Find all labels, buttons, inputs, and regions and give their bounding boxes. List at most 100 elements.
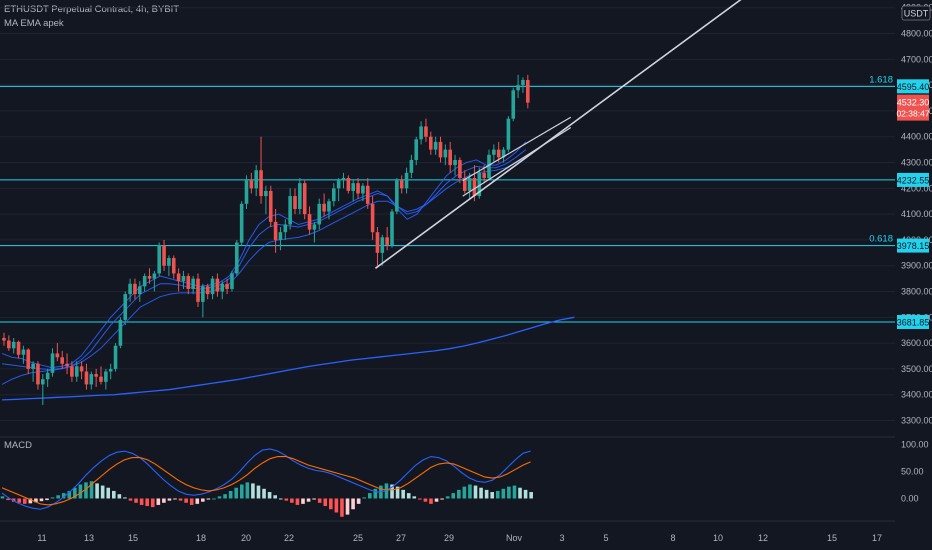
- candle: [404, 167, 409, 194]
- ma-line-2: [1, 149, 527, 370]
- candle: [162, 239, 166, 271]
- candle-body: [259, 170, 263, 197]
- macd-histogram-bar: [451, 493, 456, 499]
- candle-body: [239, 203, 244, 243]
- candle: [429, 131, 433, 155]
- candle: [336, 178, 341, 202]
- signal-line: [1, 455, 531, 506]
- price-tick-label: 4400.00: [901, 132, 932, 142]
- candle-body: [113, 345, 118, 369]
- price-tick-label: 3900.00: [901, 261, 932, 271]
- candle-body: [79, 366, 84, 372]
- chart-title[interactable]: ETHUSDT Perpetual Contract, 4h, BYBIT: [4, 4, 180, 15]
- candle-body: [171, 257, 176, 274]
- candle-body: [2, 337, 6, 341]
- macd-histogram-bar: [362, 497, 367, 499]
- macd-histogram-bar: [529, 492, 533, 499]
- candle-body: [322, 203, 326, 212]
- macd-histogram-bar: [73, 487, 77, 499]
- candle-body: [244, 180, 249, 204]
- candle-body: [50, 353, 55, 373]
- candle: [526, 74, 530, 109]
- macd-histogram-bar: [78, 484, 83, 499]
- candle: [244, 175, 249, 209]
- horizontal-levels: 1.618 0.618: [0, 74, 895, 323]
- candle-body: [273, 221, 278, 240]
- macd-histogram-bar: [206, 498, 211, 500]
- candle: [322, 193, 326, 217]
- candle: [167, 255, 171, 277]
- candle: [21, 345, 26, 364]
- indicator-label[interactable]: MA EMA apek: [4, 18, 64, 29]
- candle: [356, 178, 360, 199]
- level-badge-label: 4232.55: [897, 175, 930, 185]
- macd-histogram-bar: [412, 496, 417, 499]
- ma-line-1: [1, 141, 527, 369]
- candle-body: [89, 374, 94, 385]
- candle-body: [453, 159, 457, 166]
- macd-histogram-bar: [457, 489, 461, 499]
- candle-body: [429, 136, 433, 150]
- candle: [70, 361, 74, 382]
- candle-body: [361, 185, 365, 194]
- candle: [448, 141, 452, 173]
- candle-body: [60, 357, 64, 364]
- candle-body: [118, 319, 123, 346]
- candle-body: [225, 283, 229, 289]
- macd-histogram-bar: [440, 498, 444, 500]
- price-tick-label: 4700.00: [901, 54, 932, 64]
- trend-line: [374, 0, 742, 269]
- candle: [370, 196, 375, 240]
- candle-body: [448, 149, 452, 166]
- candle-body: [302, 183, 307, 215]
- macd-histogram-bar: [301, 498, 305, 504]
- macd-histogram-bar: [278, 498, 283, 500]
- date-tick-label: 25: [353, 533, 363, 543]
- macd-histogram-bar: [134, 498, 138, 503]
- candle-body: [133, 283, 137, 295]
- candle-body: [108, 368, 113, 372]
- macd-line: [1, 448, 531, 510]
- macd-histogram-bar: [234, 487, 239, 499]
- candle-body: [521, 79, 525, 86]
- candle-body: [496, 149, 501, 158]
- current-price-label: 4532.30: [897, 98, 930, 108]
- candle-body: [41, 379, 45, 385]
- date-tick-label: 12: [758, 533, 768, 543]
- candle-body: [477, 172, 482, 197]
- macd-histogram-bar: [251, 483, 255, 499]
- candle-body: [186, 276, 191, 289]
- macd-histogram-bar: [17, 498, 21, 503]
- candle-body: [365, 185, 370, 204]
- candle: [11, 337, 16, 354]
- fib-label: 1.618: [869, 74, 893, 85]
- candle: [16, 340, 21, 359]
- macd-label[interactable]: MACD: [4, 440, 32, 451]
- candle: [113, 343, 118, 372]
- candle-body: [123, 294, 128, 320]
- candle-body: [157, 245, 161, 274]
- candle: [2, 332, 6, 346]
- candle-body: [278, 232, 283, 240]
- candle-body: [462, 178, 467, 191]
- macd-histogram-bar: [356, 498, 361, 504]
- candle: [220, 281, 225, 300]
- macd-histogram-bar: [273, 495, 277, 499]
- candle-body: [45, 372, 50, 380]
- candle-body: [36, 363, 40, 385]
- candle-body: [317, 203, 322, 225]
- candle-body: [84, 371, 89, 385]
- candle: [361, 183, 365, 202]
- candle: [254, 165, 258, 197]
- candle-body: [152, 273, 157, 279]
- candle: [133, 278, 137, 300]
- candle: [365, 178, 370, 209]
- date-tick-label: 5: [603, 533, 608, 543]
- price-tick-label: 4800.00: [901, 29, 932, 39]
- candles[interactable]: [2, 74, 530, 406]
- candle-body: [215, 278, 220, 292]
- macd-histogram-bar: [473, 485, 478, 499]
- candle: [118, 317, 123, 349]
- candle-body: [501, 149, 506, 158]
